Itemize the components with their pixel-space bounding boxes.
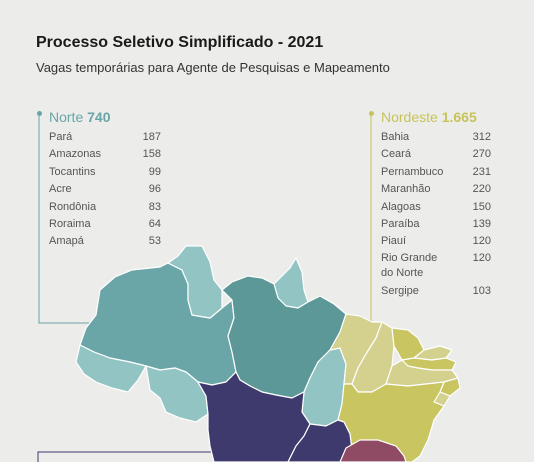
norte-leader-bullet [37,111,42,116]
region-norte [75,245,347,427]
norte-region-total: 740 [87,109,111,125]
state-value: 53 [148,235,161,248]
state-name: Ceará [381,148,411,161]
state-name: Pará [49,131,73,143]
state-value: 220 [472,183,491,196]
state-name: Rio Grande do Norte [381,251,438,279]
state-name: Amapá [49,235,84,248]
nordeste-region-name: Nordeste [381,109,438,125]
state-row: Amapá 53 [49,233,161,250]
state-name: Alagoas [381,200,421,213]
state-value: 64 [148,217,161,230]
state-row: Piauí 120 [381,233,491,250]
norte-region-list: Norte 740 Pará 187 Amazonas 158 Tocantins 99 A… [49,109,161,251]
state-value: 231 [472,165,491,178]
state-row: Tocantins 99 [49,164,161,181]
state-name: Tocantins [49,165,96,178]
norte-state-rows: Pará 187 Amazonas 158 Tocantins 99 Acre 96 Rondô… [49,129,161,251]
state-name: Pernambuco [381,165,444,178]
state-name: Acre [49,183,72,196]
state-name: Maranhão [381,183,431,196]
state-value: 187 [142,131,161,143]
state-value: 270 [472,148,491,161]
nordeste-state-rows: Bahia 312 Ceará 270 Pernambuco 231 Maranhão 220… [381,129,491,300]
nordeste-leader-bullet [369,111,374,116]
state-value: 83 [148,200,161,213]
state-row: Sergipe 103 [381,283,491,300]
state-value: 99 [148,165,161,178]
state-name: Roraima [49,217,91,230]
nordeste-region-list: Nordeste 1.665 Bahia 312 Ceará 270 Pernambuc… [381,109,491,300]
state-value: 96 [148,183,161,196]
region-centro-oeste [197,371,353,462]
state-name: Bahia [381,131,410,143]
state-row: Amazonas 158 [49,146,161,163]
state-row: Pará 187 [49,129,161,146]
state-row: Rio Grande do Norte 120 [381,251,491,283]
nordeste-region-heading: Nordeste 1.665 [381,109,491,125]
state-minas-gerais [339,439,407,462]
state-name: Sergipe [381,284,419,297]
state-value: 150 [472,200,491,213]
norte-region-heading: Norte 740 [49,109,161,125]
state-row: Alagoas 150 [381,199,491,216]
state-name: Amazonas [49,148,101,161]
page-title: Processo Seletivo Simplificado - 2021 [36,34,324,51]
state-row: Rondônia 83 [49,199,161,216]
nordeste-region-total: 1.665 [441,109,477,125]
state-row: Paraíba 139 [381,216,491,233]
state-acre [75,344,147,393]
state-value: 312 [472,131,491,143]
state-row: Ceará 270 [381,146,491,163]
state-row: Bahia 312 [381,129,491,146]
state-value: 120 [472,251,491,264]
state-row: Acre 96 [49,181,161,198]
nordeste-leader-line [354,113,372,324]
centro-oeste-leader-line [37,451,220,462]
state-value: 158 [142,148,161,161]
state-name: Paraíba [381,217,420,230]
state-value: 120 [472,235,491,248]
state-name: Rondônia [49,200,97,213]
state-row: Maranhão 220 [381,181,491,198]
page-subtitle: Vagas temporárias para Agente de Pesquis… [36,60,390,75]
state-row: Pernambuco 231 [381,164,491,181]
state-name: Piauí [381,235,407,248]
state-value: 103 [472,284,491,297]
state-value: 139 [472,217,491,230]
state-roraima [167,245,223,319]
norte-region-name: Norte [49,109,84,125]
state-row: Roraima 64 [49,216,161,233]
region-sudeste [339,439,407,462]
